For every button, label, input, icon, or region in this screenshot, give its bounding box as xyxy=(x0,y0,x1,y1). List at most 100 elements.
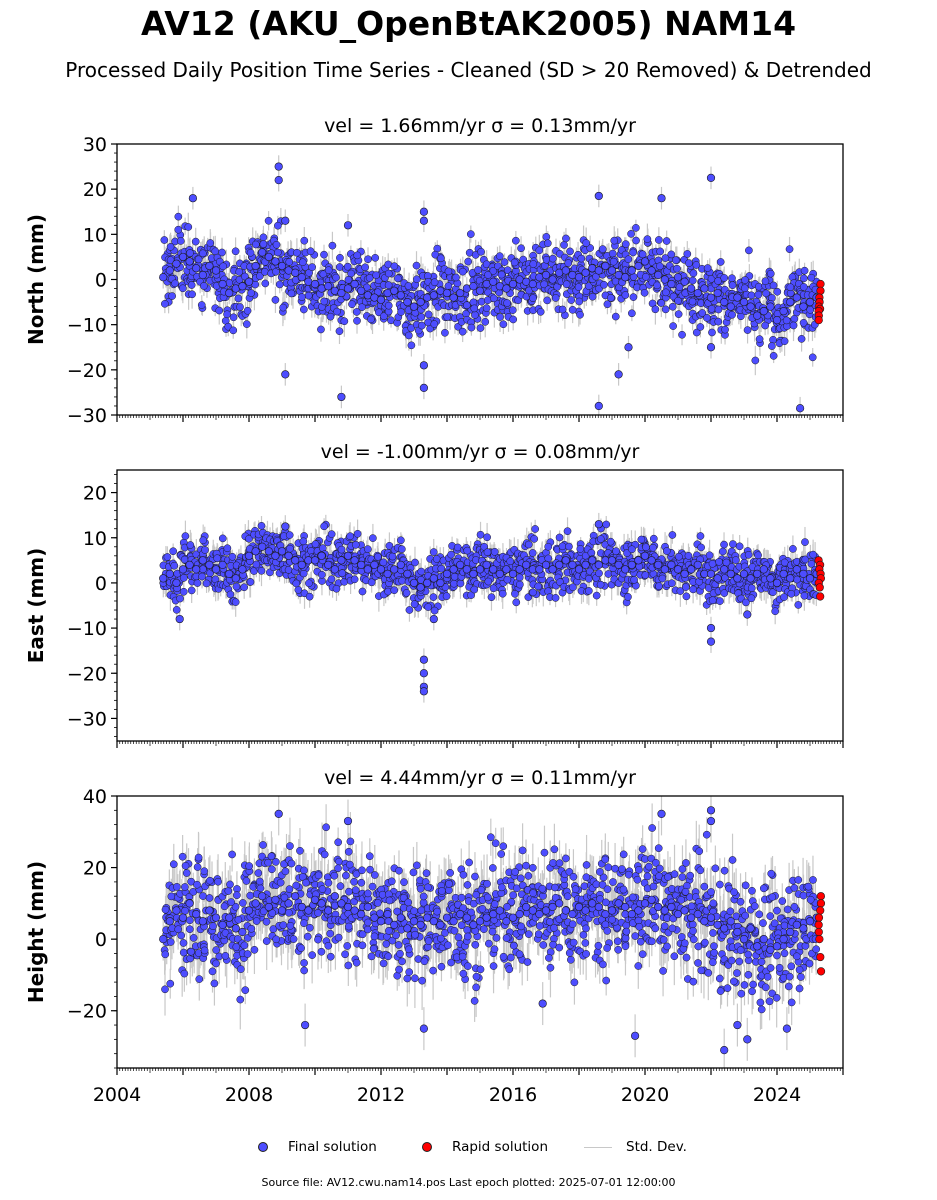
final-point xyxy=(708,328,716,337)
final-point xyxy=(551,294,560,302)
final-point xyxy=(380,312,388,321)
final-point xyxy=(199,536,208,545)
final-point xyxy=(343,221,353,230)
final-point xyxy=(661,305,670,314)
final-point xyxy=(762,289,770,298)
final-point xyxy=(458,267,467,276)
final-point xyxy=(610,236,619,245)
final-point xyxy=(806,305,815,314)
final-point xyxy=(424,310,433,319)
final-point xyxy=(163,553,172,561)
final-point xyxy=(611,312,620,321)
final-point xyxy=(489,277,498,286)
final-point xyxy=(562,234,570,243)
final-point xyxy=(581,268,590,277)
final-point xyxy=(687,284,696,293)
ytick-label: 20 xyxy=(83,179,107,201)
final-point xyxy=(692,261,701,269)
final-point xyxy=(229,313,238,322)
final-point xyxy=(561,266,570,275)
final-point xyxy=(608,249,617,258)
final-point xyxy=(466,230,475,238)
final-point xyxy=(668,302,677,311)
final-point xyxy=(467,323,476,332)
final-point xyxy=(624,255,633,264)
final-point xyxy=(429,291,438,300)
final-point xyxy=(685,259,693,268)
final-point xyxy=(609,257,618,266)
final-point xyxy=(594,191,603,201)
final-point xyxy=(287,289,296,298)
final-point xyxy=(174,225,183,234)
final-point xyxy=(160,236,169,244)
final-point xyxy=(656,262,664,271)
final-point xyxy=(251,261,260,271)
final-point xyxy=(236,303,244,311)
final-point xyxy=(319,270,328,279)
final-point xyxy=(218,279,227,289)
final-point xyxy=(698,309,707,317)
final-point xyxy=(482,304,491,313)
ylabel-east: East (mm) xyxy=(24,548,48,664)
final-point xyxy=(753,311,762,320)
final-point xyxy=(706,343,716,352)
ytick-label: −30 xyxy=(67,405,107,427)
final-point xyxy=(607,294,615,302)
final-point xyxy=(799,283,808,291)
final-point xyxy=(259,233,268,242)
final-point xyxy=(471,311,479,319)
final-point xyxy=(558,305,567,314)
final-point xyxy=(199,565,207,574)
final-point xyxy=(297,273,306,282)
final-point xyxy=(291,268,300,277)
final-point xyxy=(548,254,557,263)
final-point xyxy=(766,269,775,278)
final-point xyxy=(235,268,244,276)
final-point xyxy=(693,288,702,298)
final-point xyxy=(161,299,169,308)
final-point xyxy=(179,574,188,582)
final-point xyxy=(797,335,806,343)
ylabel-north: North (mm) xyxy=(24,214,48,345)
final-point xyxy=(654,236,663,244)
final-point xyxy=(656,247,665,256)
final-point xyxy=(638,250,647,259)
final-point xyxy=(320,250,328,259)
final-point xyxy=(769,335,777,344)
final-point xyxy=(304,291,313,300)
final-point xyxy=(226,590,235,599)
final-point xyxy=(298,293,306,301)
final-point xyxy=(800,274,808,283)
final-point xyxy=(412,261,421,270)
final-point xyxy=(582,239,591,247)
final-point xyxy=(700,284,709,293)
final-point xyxy=(192,264,201,273)
final-point xyxy=(218,534,227,543)
final-point xyxy=(669,322,677,330)
final-point xyxy=(194,255,203,264)
final-point xyxy=(800,266,809,275)
final-point xyxy=(372,271,380,280)
final-point xyxy=(259,240,268,248)
final-point xyxy=(320,297,329,306)
final-point xyxy=(692,328,701,337)
final-point xyxy=(674,310,683,319)
final-point xyxy=(542,233,551,241)
final-point xyxy=(218,248,226,257)
final-point xyxy=(674,296,682,305)
final-point xyxy=(621,291,630,299)
final-point xyxy=(384,269,393,278)
final-point xyxy=(495,252,504,260)
final-point xyxy=(394,274,402,283)
final-point xyxy=(247,289,255,297)
final-point xyxy=(449,293,458,302)
final-point xyxy=(805,297,815,307)
final-point xyxy=(621,273,630,282)
final-point xyxy=(509,315,518,324)
final-point xyxy=(407,324,416,332)
final-point xyxy=(470,304,479,313)
final-point xyxy=(274,221,282,230)
final-point xyxy=(786,283,795,292)
final-point xyxy=(198,572,206,581)
